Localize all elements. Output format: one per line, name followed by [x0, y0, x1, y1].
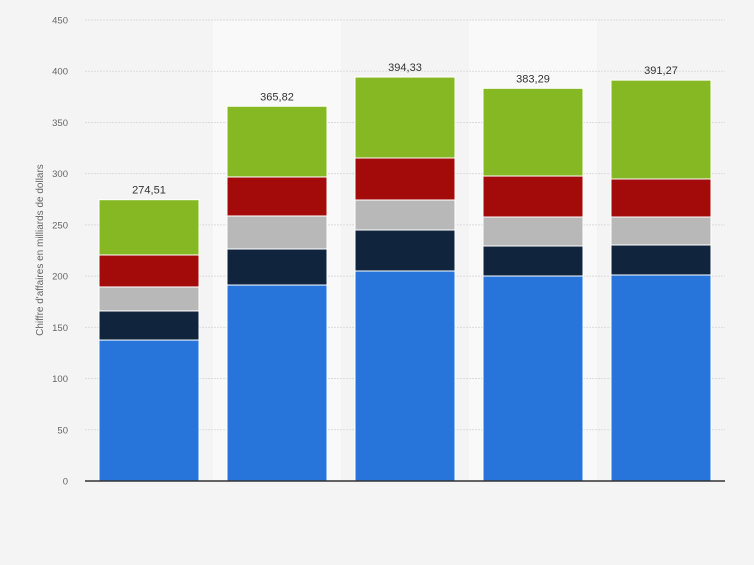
bar-segment — [354, 157, 456, 201]
bar-segment — [354, 199, 456, 231]
bar-total-label: 383,29 — [516, 73, 550, 85]
y-tick-label: 0 — [63, 477, 68, 488]
bar-segment — [98, 339, 200, 482]
y-tick-label: 100 — [52, 374, 68, 385]
y-tick-label: 50 — [57, 425, 68, 436]
y-tick-label: 350 — [52, 118, 68, 129]
bar-segment — [610, 79, 712, 180]
bar-total-label: 365,82 — [260, 91, 294, 103]
y-axis-label: Chiffre d'affaires en milliards de dolla… — [35, 164, 46, 336]
bar-segment — [98, 254, 200, 288]
bar-segment — [482, 175, 584, 218]
bar-segment — [226, 248, 328, 286]
bar-segment — [482, 87, 584, 177]
bar-segment — [226, 284, 328, 482]
bar-segment — [610, 178, 712, 218]
bar-segment — [354, 76, 456, 159]
bar-segment — [354, 229, 456, 272]
bar-segment — [610, 216, 712, 246]
y-tick-label: 400 — [52, 67, 68, 78]
bar-segment — [226, 176, 328, 217]
bar-total-label: 394,33 — [388, 62, 422, 74]
bar-segment — [482, 245, 584, 277]
y-tick-label: 250 — [52, 220, 68, 231]
bar-segment — [226, 215, 328, 250]
bar-segment — [98, 286, 200, 312]
y-tick-label: 300 — [52, 169, 68, 180]
bar-segment — [354, 270, 456, 482]
bar-total-label: 274,51 — [132, 185, 166, 197]
bar-segment — [482, 216, 584, 247]
bar-segment — [98, 199, 200, 256]
bar-total-label: 391,27 — [644, 65, 678, 77]
bar-segment — [482, 275, 584, 482]
bar-segment — [98, 310, 200, 341]
bar-segment — [610, 274, 712, 482]
y-tick-label: 200 — [52, 272, 68, 283]
bar-segment — [610, 244, 712, 276]
y-tick-label: 150 — [52, 323, 68, 334]
y-tick-label: 450 — [52, 16, 68, 27]
bar-segment — [226, 105, 328, 178]
